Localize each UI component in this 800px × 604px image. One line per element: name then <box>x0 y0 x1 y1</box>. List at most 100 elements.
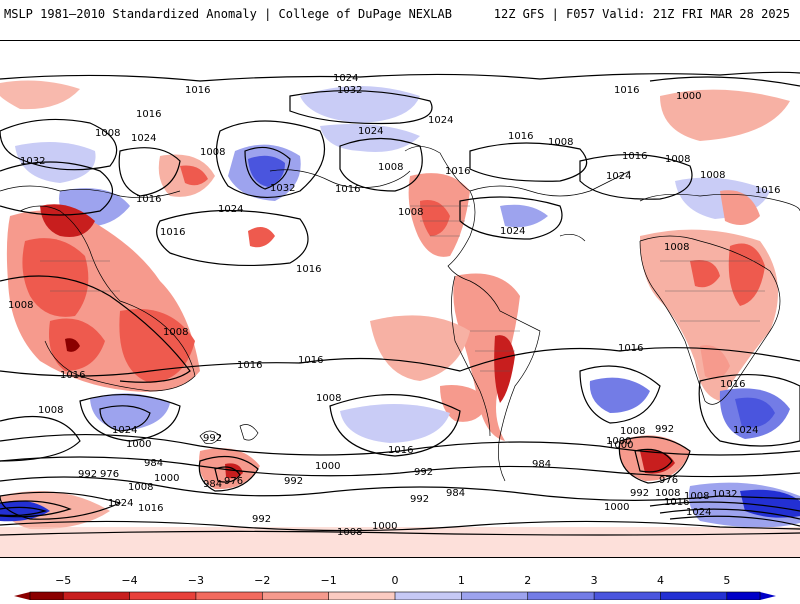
colorbar-negative-segment <box>328 592 395 600</box>
contour-label: 1000 <box>604 502 629 513</box>
contour-label: 1016 <box>388 445 413 456</box>
contour-label: 1008 <box>316 393 341 404</box>
contour-label: 1008 <box>378 162 403 173</box>
contour-label: 1008 <box>38 405 63 416</box>
colorbar: −5 −4 −3 −2 −1 0 1 2 3 4 5 <box>0 566 800 601</box>
contour-label: 984 <box>203 479 222 490</box>
contour-label: 992 <box>655 424 674 435</box>
contour-label: 1000 <box>676 91 701 102</box>
contour-label: 984 <box>532 459 551 470</box>
anomaly-map: 1016 1024 1032 1008 1016 1024 1016 1000 … <box>0 71 800 557</box>
contour-label: 1016 <box>160 227 185 238</box>
contour-label: 1032 <box>270 183 295 194</box>
colorbar-tick-label: 4 <box>657 574 664 587</box>
contour-label: 1008 <box>200 147 225 158</box>
map-title: MSLP 1981–2010 Standardized Anomaly | Co… <box>4 7 452 21</box>
colorbar-positive-segment <box>726 592 760 600</box>
contour-label: 1000 <box>606 436 631 447</box>
contour-label: 1008 <box>548 137 573 148</box>
contour-label: 992 <box>630 488 649 499</box>
contour-label: 1008 <box>8 300 33 311</box>
colorbar-min-arrow <box>14 592 30 600</box>
contour-label: 976 <box>224 476 243 487</box>
colorbar-negative-segment <box>262 592 329 600</box>
contour-label: 1000 <box>315 461 340 472</box>
contour-label: 1024 <box>606 171 631 182</box>
contour-label: 1000 <box>608 440 633 451</box>
colorbar-positive-segment <box>594 592 661 600</box>
contour-labels: 1016 1024 1032 1008 1016 1024 1016 1000 … <box>8 73 780 538</box>
model-run-info: 12Z GFS | F057 Valid: 21Z FRI MAR 28 202… <box>493 7 790 21</box>
contour-label: 992 <box>414 467 433 478</box>
anomaly-shading <box>0 80 800 557</box>
contour-label: 984 <box>144 458 163 469</box>
colorbar-negative-segment <box>30 592 64 600</box>
contour-label: 1016 <box>185 85 210 96</box>
contour-label: 1008 <box>665 154 690 165</box>
contour-label: 1008 <box>620 426 645 437</box>
colorbar-positive-segment <box>461 592 528 600</box>
colorbar-negative-segment <box>129 592 196 600</box>
colorbar-tick-label: 0 <box>392 574 399 587</box>
contour-label: 1016 <box>136 194 161 205</box>
colorbar-tick-label: 3 <box>591 574 598 587</box>
contour-label: 1000 <box>154 473 179 484</box>
colorbar-tick-label: 5 <box>723 574 730 587</box>
contour-label: 1016 <box>298 355 323 366</box>
contour-label: 1008 <box>128 482 153 493</box>
contour-label: 1016 <box>664 497 689 508</box>
contour-label: 1016 <box>136 109 161 120</box>
isobar-contours <box>0 71 800 536</box>
contour-label: 1024 <box>733 425 758 436</box>
contour-label: 1000 <box>126 439 151 450</box>
contour-label: 1032 <box>712 489 737 500</box>
contour-label: 1024 <box>131 133 156 144</box>
contour-label: 976 <box>659 475 678 486</box>
contour-label: 1000 <box>372 521 397 532</box>
contour-label: 1008 <box>664 242 689 253</box>
contour-label: 1016 <box>622 151 647 162</box>
contour-label: 1016 <box>720 379 745 390</box>
contour-label: 1016 <box>237 360 262 371</box>
contour-label: 1008 <box>700 170 725 181</box>
contour-label: 976 <box>100 469 119 480</box>
colorbar-tick-label: 1 <box>458 574 465 587</box>
contour-label: 1016 <box>138 503 163 514</box>
contour-label: 992 <box>410 494 429 505</box>
colorbar-tick-label: −4 <box>121 574 137 587</box>
colorbar-tick-label: 2 <box>524 574 531 587</box>
contour-label: 1024 <box>358 126 383 137</box>
contour-label: 1016 <box>755 185 780 196</box>
colorbar-negative-segment <box>195 592 263 600</box>
colorbar-tick-label: −2 <box>254 574 270 587</box>
colorbar-negative-segment <box>63 592 130 600</box>
contour-label: 992 <box>203 433 222 444</box>
contour-label: 1008 <box>163 327 188 338</box>
contour-label: 1016 <box>335 184 360 195</box>
contour-label: 1032 <box>337 85 362 96</box>
colorbar-positive-segment <box>660 592 727 600</box>
colorbar-max-arrow <box>760 592 776 600</box>
contour-label: 1024 <box>333 73 358 84</box>
contour-label: 1024 <box>428 115 453 126</box>
coastlines <box>0 146 800 482</box>
header: MSLP 1981–2010 Standardized Anomaly | Co… <box>0 0 800 30</box>
contour-label: 1008 <box>398 207 423 218</box>
colorbar-tick-label: −5 <box>55 574 71 587</box>
contour-label: 1016 <box>508 131 533 142</box>
contour-label: 1024 <box>218 204 243 215</box>
colorbar-positive-segment <box>527 592 595 600</box>
contour-label: 1016 <box>614 85 639 96</box>
contour-label: 1032 <box>20 156 45 167</box>
contour-label: 1008 <box>337 527 362 538</box>
contour-label: 1016 <box>60 370 85 381</box>
contour-label: 1008 <box>95 128 120 139</box>
contour-label: 1016 <box>296 264 321 275</box>
contour-label: 1016 <box>618 343 643 354</box>
contour-label: 1024 <box>112 425 137 436</box>
contour-label: 1008 <box>655 488 680 499</box>
contour-label: 1024 <box>108 498 133 509</box>
contour-label: 1024 <box>686 507 711 518</box>
map-panel: 1016 1024 1032 1008 1016 1024 1016 1000 … <box>0 40 800 558</box>
contour-label: 984 <box>446 488 465 499</box>
